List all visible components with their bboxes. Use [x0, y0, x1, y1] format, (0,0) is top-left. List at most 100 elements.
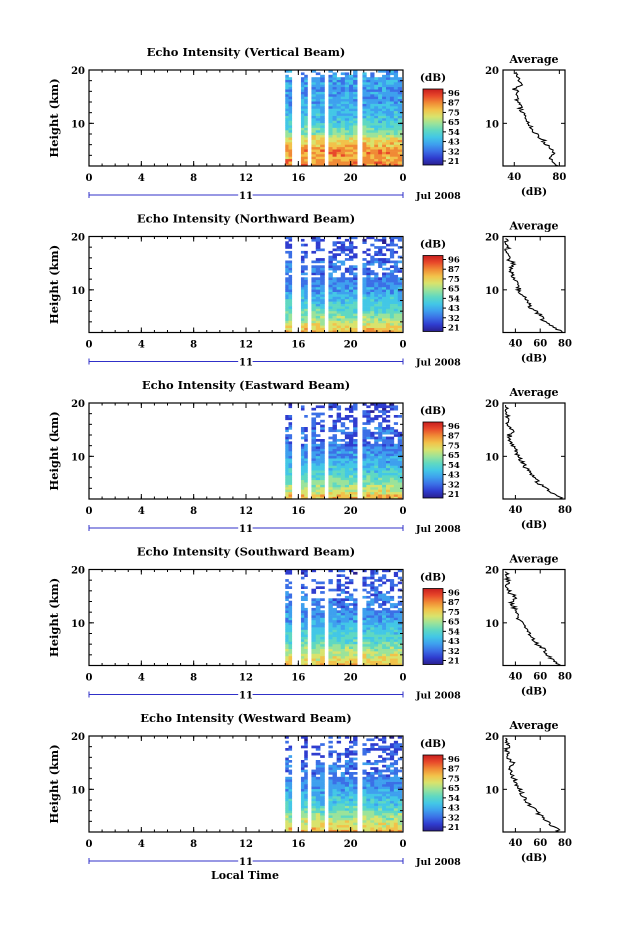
heatmap-cell — [304, 660, 308, 664]
heatmap-cell — [374, 631, 379, 635]
heatmap-cell — [353, 588, 358, 592]
heatmap-cell — [389, 458, 395, 461]
heatmap-cell — [340, 146, 346, 150]
heatmap-cell — [378, 125, 383, 128]
heatmap-cell — [366, 84, 371, 88]
heatmap-cell — [288, 308, 293, 312]
heatmap-cell — [285, 443, 289, 447]
heatmap-cell — [304, 774, 308, 778]
heatmap-cell — [382, 748, 387, 751]
heatmap-cell — [288, 460, 293, 464]
heatmap-cell — [389, 106, 395, 109]
heatmap-cell — [344, 788, 350, 792]
heatmap-cell — [328, 325, 333, 328]
heatmap-cell — [315, 267, 321, 271]
heatmap-cell — [311, 325, 317, 328]
heatmap-cell — [389, 829, 395, 833]
heatmap-cell — [353, 636, 358, 640]
heatmap-cell — [336, 125, 342, 128]
heatmap-cell — [348, 643, 354, 647]
heatmap-cell — [344, 653, 350, 657]
heatmap-cell — [304, 764, 308, 768]
heatmap-cell — [382, 274, 387, 278]
heatmap-cell — [300, 655, 305, 659]
y-tick-label: 20 — [71, 399, 85, 410]
heatmap-cell — [320, 308, 325, 312]
avg-x-tick-label: 80 — [552, 172, 566, 183]
heatmap-cell — [320, 125, 325, 128]
heatmap-cell — [300, 653, 305, 657]
heatmap-cell — [382, 113, 387, 116]
heatmap-cell — [304, 762, 308, 766]
heatmap-cell — [300, 101, 305, 104]
heatmap-cell — [340, 250, 346, 254]
heatmap-cell — [340, 455, 346, 459]
heatmap-cell — [328, 829, 333, 833]
heatmap-cell — [353, 429, 358, 433]
heatmap-cell — [336, 303, 342, 307]
heatmap-cell — [397, 475, 402, 478]
heatmap-cell — [344, 322, 350, 326]
heatmap-cell — [397, 612, 402, 616]
heatmap-cell — [389, 134, 395, 138]
heatmap-cell — [389, 248, 395, 252]
heatmap-cell — [348, 786, 354, 790]
heatmap-cell — [285, 762, 289, 766]
heatmap-cell — [332, 636, 337, 640]
heatmap — [285, 70, 402, 167]
heatmap-cell — [362, 619, 367, 623]
heatmap-cell — [288, 250, 293, 254]
heatmap-cell — [382, 74, 387, 78]
heatmap-cell — [344, 74, 350, 78]
heatmap-cell — [389, 82, 395, 85]
heatmap-cell — [389, 595, 395, 599]
heatmap-cell — [385, 84, 391, 88]
heatmap-cell — [332, 489, 337, 493]
avg-y-tick-label: 20 — [485, 66, 499, 77]
heatmap-cell — [393, 494, 399, 497]
heatmap-cell — [328, 294, 333, 297]
heatmap-cell — [311, 439, 317, 442]
heatmap-cell — [304, 429, 308, 433]
heatmap-cell — [353, 318, 358, 321]
heatmap-cell — [304, 743, 308, 746]
heatmap-cell — [285, 250, 289, 254]
heatmap-cell — [332, 318, 337, 321]
heatmap-cell — [285, 246, 289, 249]
heatmap-cell — [382, 460, 387, 464]
heatmap-cell — [366, 315, 371, 319]
heatmap-cell — [332, 448, 337, 452]
heatmap-cell — [285, 139, 289, 143]
heatmap-cell — [370, 796, 375, 799]
heatmap-cell — [389, 250, 395, 254]
heatmap-cell — [366, 325, 371, 328]
heatmap-cell — [353, 77, 358, 80]
colorbar-tick-label: 87 — [448, 765, 460, 775]
heatmap-cell — [320, 586, 325, 589]
heatmap-cell — [385, 591, 391, 594]
average-frame — [502, 402, 566, 500]
heatmap-cell — [382, 436, 387, 440]
heatmap-cell — [320, 800, 325, 804]
heatmap-cell — [304, 286, 308, 290]
heatmap-cell — [348, 458, 354, 461]
heatmap-cell — [315, 303, 321, 307]
heatmap-cell — [385, 805, 391, 809]
heatmap-cell — [304, 134, 308, 138]
heatmap-cell — [348, 106, 354, 109]
heatmap-cell — [397, 103, 402, 107]
heatmap-cell — [300, 496, 305, 500]
heatmap-cell — [304, 113, 308, 116]
heatmap-cell — [348, 327, 354, 331]
heatmap-cell — [315, 607, 321, 611]
heatmap-cell — [332, 612, 337, 616]
heatmap-cell — [315, 636, 321, 640]
colorbar-tick-label: 65 — [448, 285, 460, 295]
heatmap-cell — [320, 258, 325, 261]
heatmap-cell — [385, 130, 391, 133]
heatmap-cell — [370, 812, 375, 816]
heatmap-cell — [300, 586, 305, 589]
heatmap-cell — [393, 325, 399, 328]
heatmap-cell — [320, 805, 325, 809]
heatmap-cell — [366, 600, 371, 604]
